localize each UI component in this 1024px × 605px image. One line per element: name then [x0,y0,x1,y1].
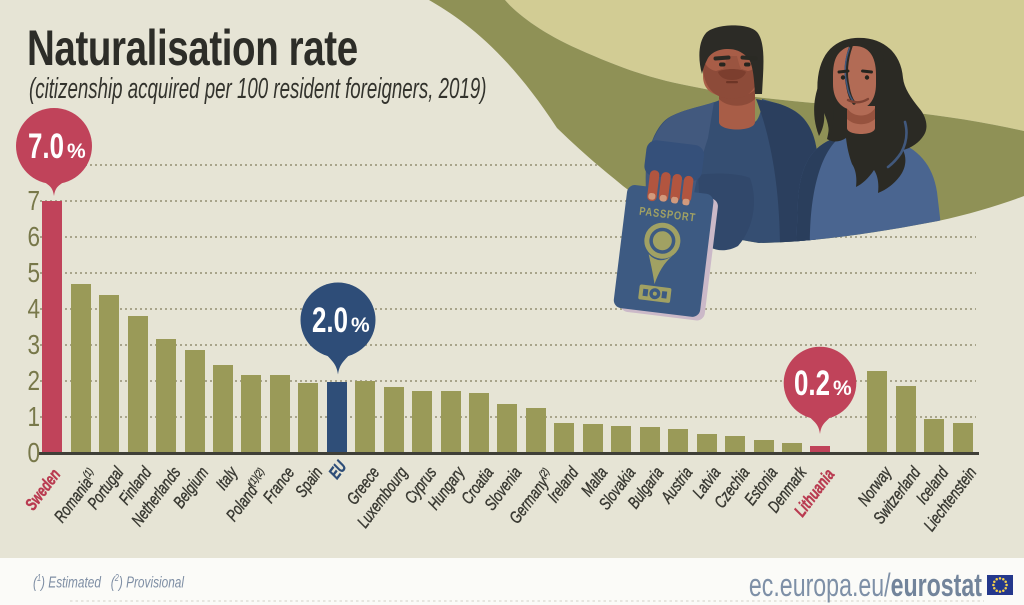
svg-text:7.0: 7.0 [28,127,64,166]
svg-text:2.0: 2.0 [312,301,348,340]
svg-text:%: % [351,314,370,337]
svg-text:0.2: 0.2 [794,364,830,403]
svg-text:%: % [67,140,86,163]
svg-text:%: % [833,377,852,400]
